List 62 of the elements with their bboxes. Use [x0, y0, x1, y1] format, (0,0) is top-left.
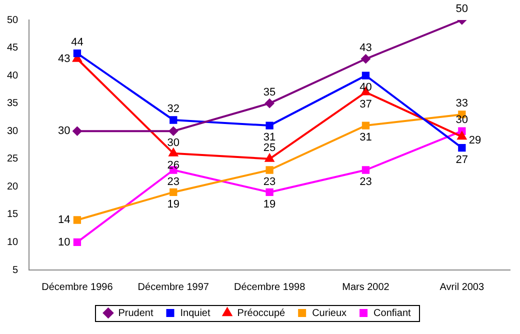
data-label: 32	[167, 103, 180, 116]
point	[168, 148, 178, 156]
data-label: 19	[167, 198, 180, 210]
y-tick-label: 30	[7, 126, 19, 137]
point	[73, 216, 82, 224]
point	[362, 166, 370, 174]
data-label: 31	[263, 132, 276, 144]
data-label: 10	[58, 236, 70, 248]
data-label: 33	[456, 97, 468, 110]
data-label: 14	[58, 214, 70, 226]
data-label: 35	[263, 86, 276, 98]
data-label: 25	[263, 142, 276, 154]
point	[73, 238, 82, 246]
y-tick-label: 40	[7, 70, 19, 82]
data-label: 30	[58, 125, 70, 138]
legend-label: Préoccupé	[237, 308, 286, 319]
y-tick-label: 25	[7, 154, 19, 165]
x-tick-label: Décembre 1996	[42, 282, 114, 293]
y-tick-label: 5	[12, 264, 19, 276]
point	[265, 154, 274, 162]
y-tick-label: 10	[7, 236, 19, 248]
point	[170, 116, 178, 124]
point	[266, 166, 274, 174]
y-tick-label: 15	[7, 209, 19, 220]
point	[362, 122, 370, 130]
legend-label: Inquiet	[180, 308, 210, 319]
y-tick-label: 50	[7, 14, 19, 26]
legend-label: Prudent	[118, 308, 154, 319]
data-label: 43	[58, 52, 70, 65]
data-label: 23	[263, 176, 276, 188]
point	[168, 126, 178, 136]
legend-label: Confiant	[374, 308, 411, 319]
x-tick-label: Avril 2003	[440, 282, 484, 293]
data-label: 44	[71, 36, 84, 48]
point	[266, 188, 274, 196]
legend-label: Curieux	[312, 308, 347, 319]
point	[361, 54, 370, 64]
x-tick-label: Mars 2002	[342, 282, 390, 293]
y-tick-label: 35	[7, 98, 19, 110]
point	[362, 72, 370, 80]
data-label: 31	[360, 132, 372, 144]
data-label: 27	[456, 154, 468, 166]
data-label: 37	[360, 98, 372, 110]
y-tick-label: 45	[7, 42, 19, 54]
point	[170, 188, 178, 196]
data-label: 29	[468, 134, 482, 147]
point	[458, 144, 466, 152]
data-label: 50	[456, 3, 468, 16]
data-label: 40	[360, 82, 372, 94]
data-label: 43	[360, 42, 372, 54]
point	[73, 50, 82, 58]
point	[266, 122, 274, 130]
point	[265, 98, 274, 108]
data-label: 23	[360, 176, 372, 188]
x-tick-label: Décembre 1997	[138, 282, 210, 293]
x-tick-label: Décembre 1998	[234, 282, 306, 293]
point	[457, 132, 466, 140]
data-label: 19	[263, 198, 276, 210]
y-tick-label: 20	[7, 181, 19, 192]
data-label: 23	[167, 176, 180, 188]
data-label: 30	[167, 137, 180, 150]
point	[72, 126, 82, 136]
